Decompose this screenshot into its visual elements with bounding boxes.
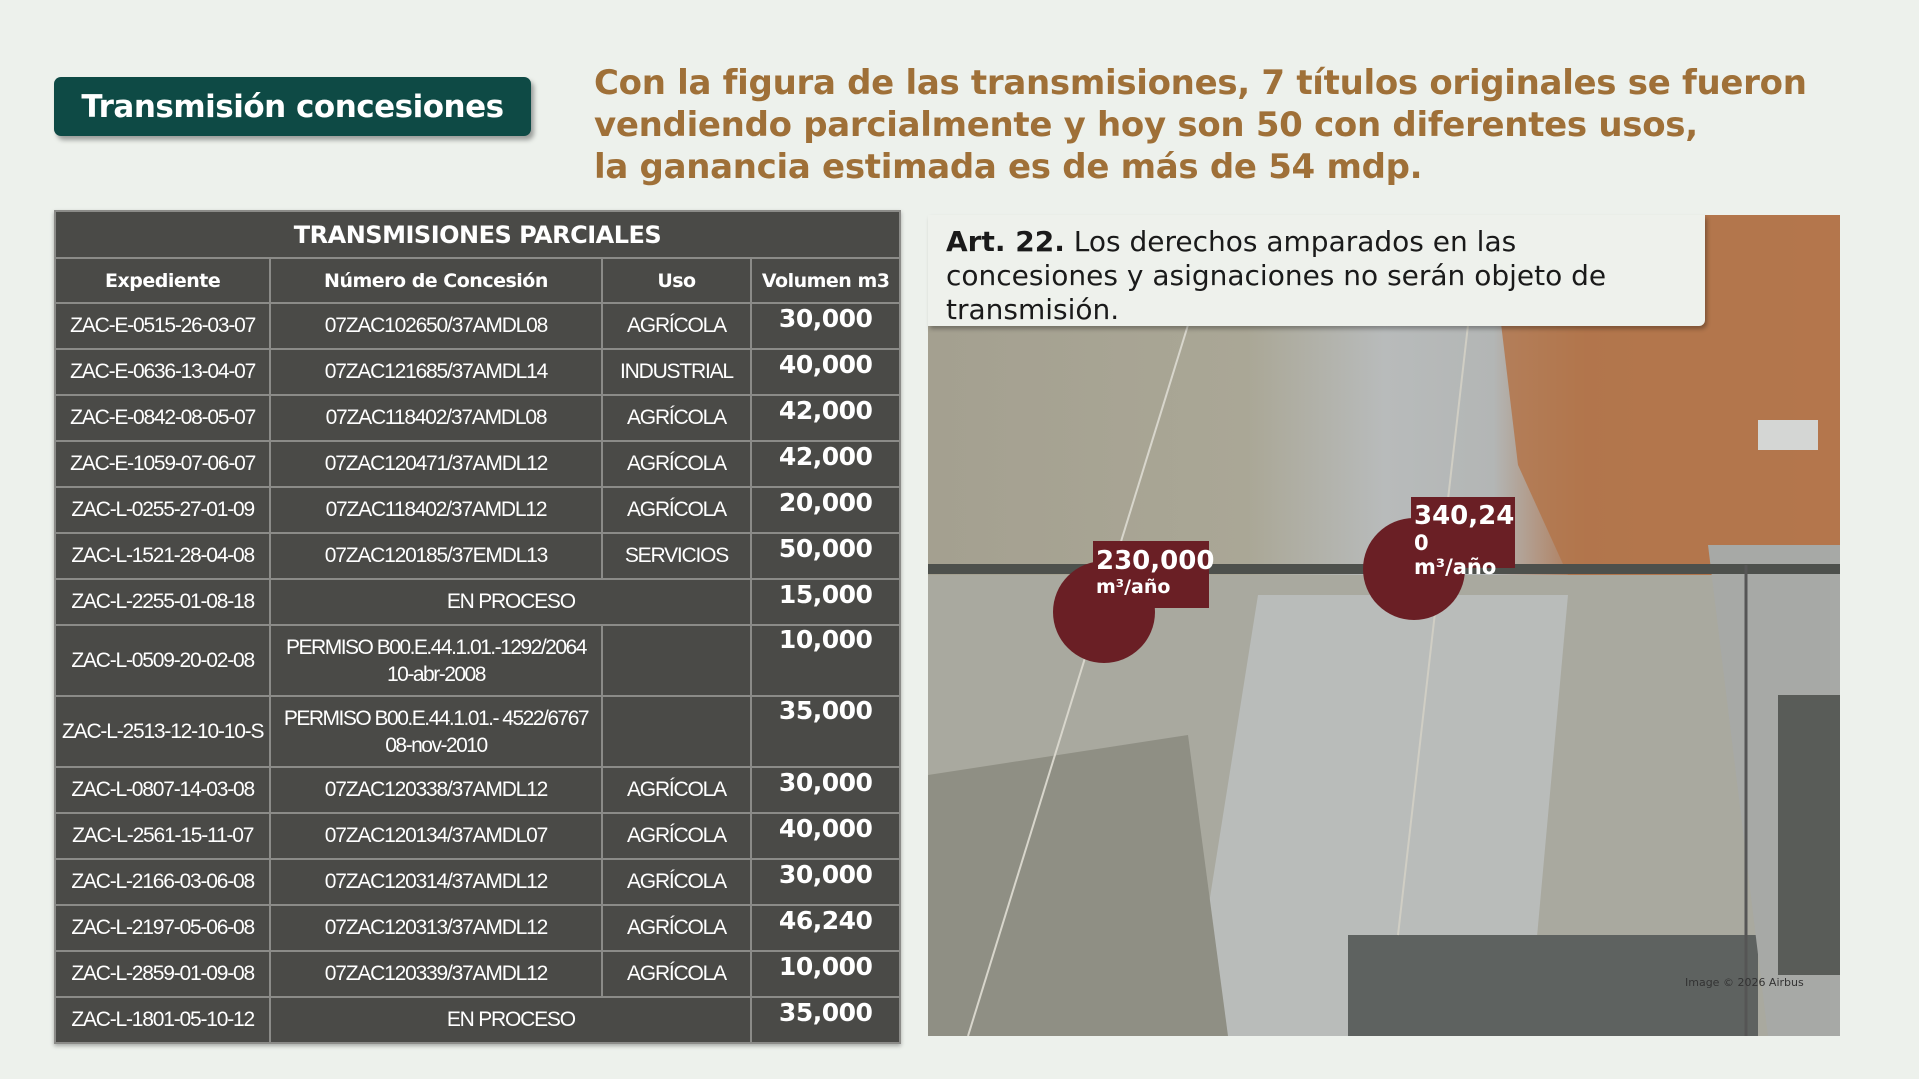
- cell-uso: AGRÍCOLA: [600, 766, 753, 814]
- table-row: ZAC-L-1521-28-04-08 07ZAC120185/37EMDL13 S…: [53, 532, 901, 580]
- cell-uso: AGRÍCOLA: [600, 394, 753, 442]
- table-row: ZAC-E-0842-08-05-07 07ZAC118402/37AMDL08 A…: [53, 394, 901, 442]
- column-header: Volumen m3: [750, 257, 901, 304]
- cell-concesion: PERMISO B00.E.44.1.01.- 4522/6767 08-nov-…: [269, 695, 603, 768]
- cell-uso: AGRÍCOLA: [600, 950, 753, 998]
- cell-expediente: ZAC-E-0515-26-03-07: [53, 302, 272, 350]
- cell-volumen: 10,000: [750, 950, 901, 998]
- cell-concesion: 07ZAC102650/37AMDL08: [269, 302, 603, 350]
- cell-volumen: 50,000: [750, 532, 901, 580]
- cell-expediente: ZAC-L-0255-27-01-09: [53, 486, 272, 534]
- cell-uso: [600, 624, 753, 697]
- cell-expediente: ZAC-L-2859-01-09-08: [53, 950, 272, 998]
- cell-concesion: EN PROCESO: [269, 578, 753, 626]
- cell-concesion: 07ZAC120339/37AMDL12: [269, 950, 603, 998]
- cell-expediente: ZAC-L-2561-15-11-07: [53, 812, 272, 860]
- cell-volumen: 30,000: [750, 766, 901, 814]
- headline: Con la figura de las transmisiones, 7 tí…: [594, 62, 1854, 188]
- cell-volumen: 20,000: [750, 486, 901, 534]
- cell-expediente: ZAC-L-1521-28-04-08: [53, 532, 272, 580]
- column-header: Expediente: [53, 257, 272, 304]
- table-row: ZAC-L-2561-15-11-07 07ZAC120134/37AMDL07 A…: [53, 812, 901, 860]
- image-credit: Image © 2026 Airbus: [1685, 976, 1804, 989]
- cell-uso: INDUSTRIAL: [600, 348, 753, 396]
- well-volume: 230,000: [1096, 546, 1215, 576]
- cell-concesion: 07ZAC118402/37AMDL12: [269, 486, 603, 534]
- table-row: ZAC-E-0636-13-04-07 07ZAC121685/37AMDL14 I…: [53, 348, 901, 396]
- cell-concesion: 07ZAC121685/37AMDL14: [269, 348, 603, 396]
- table-caption: TRANSMISIONES PARCIALES: [54, 210, 901, 259]
- cell-volumen: 40,000: [750, 348, 901, 396]
- satellite-image: [928, 215, 1840, 1036]
- table-row: ZAC-L-0807-14-03-08 07ZAC120338/37AMDL12 A…: [53, 766, 901, 814]
- cell-volumen: 42,000: [750, 394, 901, 442]
- cell-volumen: 42,000: [750, 440, 901, 488]
- headline-line: vendiendo parcialmente y hoy son 50 con …: [594, 105, 1698, 145]
- slide-title: Transmisión concesiones: [54, 77, 531, 136]
- table-row: ZAC-L-0255-27-01-09 07ZAC118402/37AMDL12 A…: [53, 486, 901, 534]
- cell-volumen: 35,000: [750, 996, 901, 1044]
- headline-line: Con la figura de las transmisiones, 7 tí…: [594, 63, 1807, 103]
- cell-uso: AGRÍCOLA: [600, 440, 753, 488]
- table-row: ZAC-L-0509-20-02-08 PERMISO B00.E.44.1.01…: [53, 624, 901, 697]
- cell-uso: AGRÍCOLA: [600, 812, 753, 860]
- article-text: Los derechos amparados en las concesione…: [946, 225, 1607, 326]
- well-label-1: 230,000 m³/año: [1093, 541, 1215, 608]
- cell-uso: SERVICIOS: [600, 532, 753, 580]
- cell-concesion: 07ZAC120471/37AMDL12: [269, 440, 603, 488]
- cell-volumen: 40,000: [750, 812, 901, 860]
- cell-concesion: 07ZAC120313/37AMDL12: [269, 904, 603, 952]
- cell-expediente: ZAC-L-0509-20-02-08: [53, 624, 272, 697]
- cell-expediente: ZAC-L-2166-03-06-08: [53, 858, 272, 906]
- column-header: Uso: [600, 257, 753, 304]
- cell-expediente: ZAC-L-2197-05-06-08: [53, 904, 272, 952]
- cell-expediente: ZAC-E-1059-07-06-07: [53, 440, 272, 488]
- transmissions-table: TRANSMISIONES PARCIALES Expediente Númer…: [53, 210, 901, 1044]
- cell-uso: AGRÍCOLA: [600, 486, 753, 534]
- cell-volumen: 30,000: [750, 858, 901, 906]
- cell-concesion: 07ZAC120338/37AMDL12: [269, 766, 603, 814]
- table-row: ZAC-L-2513-12-10-10-S PERMISO B00.E.44.1.…: [53, 695, 901, 768]
- table-row: ZAC-E-0515-26-03-07 07ZAC102650/37AMDL08 A…: [53, 302, 901, 350]
- table-row: ZAC-E-1059-07-06-07 07ZAC120471/37AMDL12 A…: [53, 440, 901, 488]
- cell-volumen: 15,000: [750, 578, 901, 626]
- table-row: ZAC-L-1801-05-10-12 EN PROCESO 35,000: [53, 996, 901, 1044]
- column-header: Número de Concesión: [269, 257, 603, 304]
- cell-volumen: 30,000: [750, 302, 901, 350]
- cell-concesion: 07ZAC118402/37AMDL08: [269, 394, 603, 442]
- table-row: ZAC-L-2859-01-09-08 07ZAC120339/37AMDL12 A…: [53, 950, 901, 998]
- table-row: ZAC-L-2166-03-06-08 07ZAC120314/37AMDL12 A…: [53, 858, 901, 906]
- satellite-map: [928, 215, 1840, 1036]
- cell-expediente: ZAC-E-0636-13-04-07: [53, 348, 272, 396]
- cell-volumen: 46,240: [750, 904, 901, 952]
- well-unit: 0 m³/año: [1414, 531, 1497, 579]
- well-volume: 340,24: [1414, 501, 1515, 531]
- article-label: Art. 22.: [946, 225, 1065, 258]
- well-label-2: 340,24 0 m³/año: [1411, 497, 1515, 579]
- table-row: ZAC-L-2197-05-06-08 07ZAC120313/37AMDL12 A…: [53, 904, 901, 952]
- cell-concesion: 07ZAC120134/37AMDL07: [269, 812, 603, 860]
- headline-line: la ganancia estimada es de más de 54 mdp…: [594, 147, 1423, 187]
- cell-expediente: ZAC-L-2255-01-08-18: [53, 578, 272, 626]
- cell-volumen: 10,000: [750, 624, 901, 697]
- cell-concesion: EN PROCESO: [269, 996, 753, 1044]
- cell-concesion: 07ZAC120314/37AMDL12: [269, 858, 603, 906]
- article-note: Art. 22. Los derechos amparados en las c…: [928, 215, 1705, 326]
- cell-concesion: PERMISO B00.E.44.1.01.-1292/2064 10-abr-2…: [269, 624, 603, 697]
- cell-uso: AGRÍCOLA: [600, 904, 753, 952]
- cell-uso: AGRÍCOLA: [600, 858, 753, 906]
- cell-expediente: ZAC-E-0842-08-05-07: [53, 394, 272, 442]
- table-row: ZAC-L-2255-01-08-18 EN PROCESO 15,000: [53, 578, 901, 626]
- cell-expediente: ZAC-L-1801-05-10-12: [53, 996, 272, 1044]
- well-unit: m³/año: [1096, 576, 1171, 598]
- cell-volumen: 35,000: [750, 695, 901, 768]
- cell-expediente: ZAC-L-0807-14-03-08: [53, 766, 272, 814]
- cell-uso: [600, 695, 753, 768]
- cell-uso: AGRÍCOLA: [600, 302, 753, 350]
- cell-concesion: 07ZAC120185/37EMDL13: [269, 532, 603, 580]
- cell-expediente: ZAC-L-2513-12-10-10-S: [53, 695, 272, 768]
